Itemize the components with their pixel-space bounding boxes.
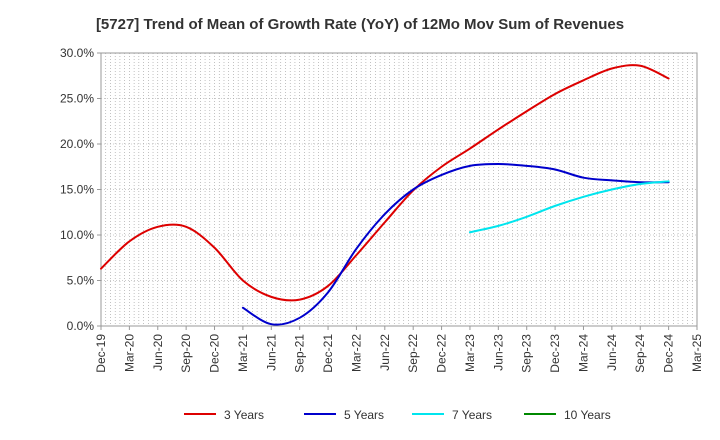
x-tick-label: Jun-20 [151,334,165,371]
x-tick-label: Mar-25 [690,334,704,372]
x-tick-label: Mar-20 [122,334,136,372]
chart-title: [5727] Trend of Mean of Growth Rate (YoY… [95,16,625,33]
x-tick-label: Dec-23 [548,334,562,373]
x-tick-label: Dec-21 [321,334,335,373]
series-line-5-years [241,163,670,326]
x-tick-label: Dec-19 [94,334,108,373]
grid [101,52,697,327]
y-tick-label: 5.0% [67,274,95,288]
x-tick-label: Mar-24 [576,334,590,372]
series-lines [100,64,670,326]
y-tick-label: 25.0% [60,92,94,106]
y-tick-label: 15.0% [60,183,94,197]
x-tick-label: Jun-22 [378,334,392,371]
series-line-7-years [468,180,670,234]
x-tick-label: Sep-24 [633,334,647,373]
legend-label: 10 Years [564,408,611,422]
x-tick-label: Dec-24 [662,334,676,373]
legend: 3 Years 5 Years 7 Years 10 Years [184,408,611,422]
series-line-3-years [100,64,670,302]
legend-label: 3 Years [224,408,264,422]
x-tick-label: Sep-20 [179,334,193,373]
x-tick-label: Dec-20 [208,334,222,373]
x-tick-label: Mar-21 [236,334,250,372]
x-tick-label: Mar-23 [463,334,477,372]
x-tick-label: Dec-22 [435,334,449,373]
x-tick-label: Jun-23 [491,334,505,371]
y-axis: 0.0% 5.0% 10.0% 15.0% 20.0% 25.0% 30.0% [60,46,101,333]
x-axis: Dec-19 Mar-20 Jun-20 Sep-20 Dec-20 Mar-21 Jun-… [94,326,704,373]
x-tick-label: Mar-22 [349,334,363,372]
legend-label: 5 Years [344,408,384,422]
x-tick-label: Sep-23 [520,334,534,373]
x-tick-label: Sep-21 [293,334,307,373]
y-tick-label: 30.0% [60,46,94,60]
x-tick-label: Jun-21 [264,334,278,371]
legend-label: 7 Years [452,408,492,422]
x-tick-label: Sep-22 [406,334,420,373]
x-tick-label: Jun-24 [605,334,619,371]
y-tick-label: 20.0% [60,137,94,151]
y-tick-label: 10.0% [60,228,94,242]
y-tick-label: 0.0% [67,319,95,333]
